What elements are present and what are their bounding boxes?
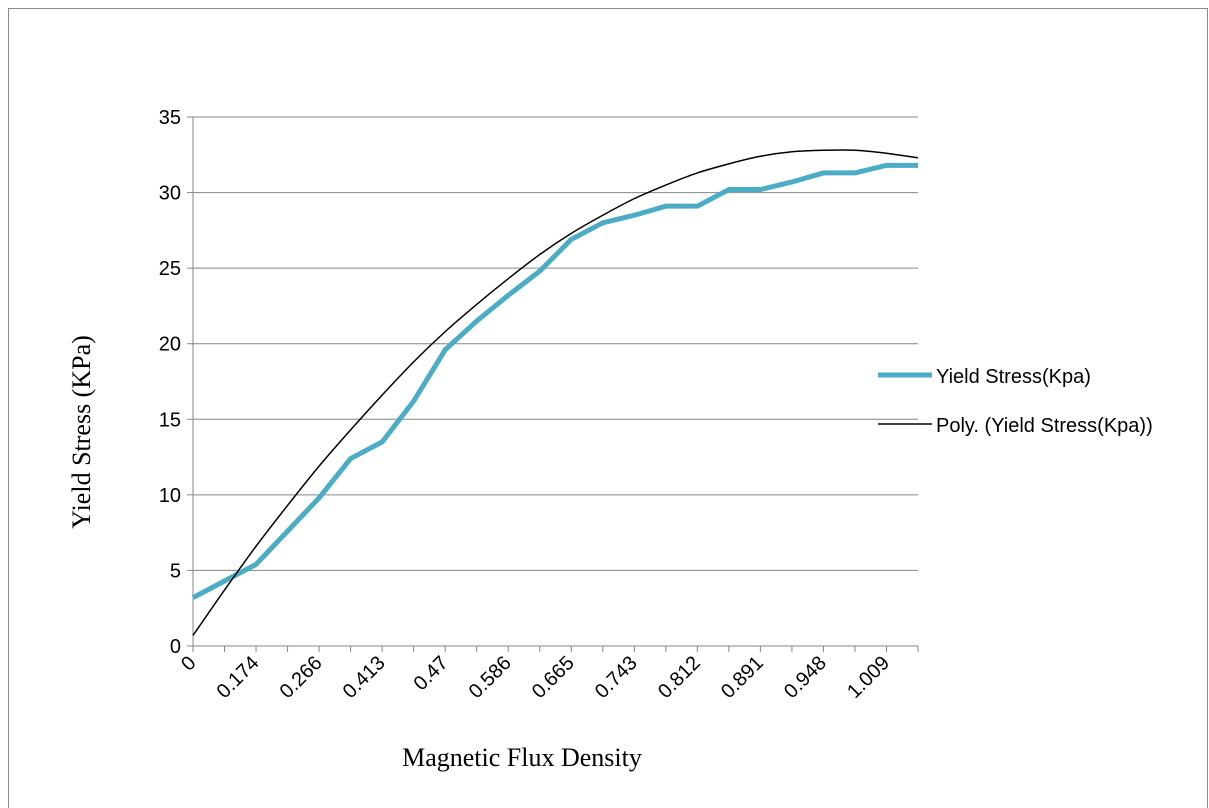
x-tick-label: 0.47: [410, 652, 453, 695]
series-line-yield-stress: [191, 162, 918, 600]
x-tick-label: 0.665: [528, 652, 579, 703]
y-tick-label: 0: [170, 636, 181, 658]
grid-lines: [193, 116, 918, 571]
y-tick-label: 15: [159, 409, 181, 431]
chart-frame: [8, 8, 1208, 808]
y-tick-label: 5: [170, 560, 181, 582]
series-line-poly-trendline: [192, 149, 919, 636]
x-tick-label: 0.174: [213, 652, 264, 703]
y-axis-label: Yield Stress (KPa): [67, 335, 96, 529]
y-tick-label: 35: [159, 107, 181, 129]
x-tick-label: 0.413: [339, 652, 390, 703]
y-tick-label: 10: [159, 485, 181, 507]
x-tick-label: 0.586: [465, 652, 516, 703]
x-tick-label: 0.812: [654, 652, 705, 703]
series-lines: [191, 149, 919, 636]
legend: Yield Stress(Kpa) Poly. (Yield Stress(Kp…: [878, 366, 1153, 437]
x-tick-label: 0.891: [717, 652, 768, 703]
y-tick-label: 25: [159, 258, 181, 280]
y-tick-label: 20: [159, 334, 181, 356]
legend-label-poly-trendline: Poly. (Yield Stress(Kpa)): [936, 415, 1153, 437]
x-axis-label: Magnetic Flux Density: [402, 743, 642, 772]
legend-label-yield-stress: Yield Stress(Kpa): [936, 366, 1091, 388]
x-tick-label: 0.948: [780, 652, 831, 703]
axes: [187, 116, 919, 652]
x-tick-label: 0.743: [591, 652, 642, 703]
y-tick-labels: 0 5 10 15 20 25 30 35: [159, 107, 181, 658]
y-tick-label: 30: [159, 183, 181, 205]
x-tick-label: 1.009: [843, 652, 894, 703]
chart-area: 0 5 10 15 20 25 30 35 0 0.174 0.266 0.413 0.47 0.586…: [67, 107, 1153, 772]
x-tick-labels: 0 0.174 0.266 0.413 0.47 0.586 0.665 0.743 0.812…: [177, 652, 894, 703]
x-tick-label: 0: [177, 652, 200, 675]
x-tick-label: 0.266: [276, 652, 327, 703]
